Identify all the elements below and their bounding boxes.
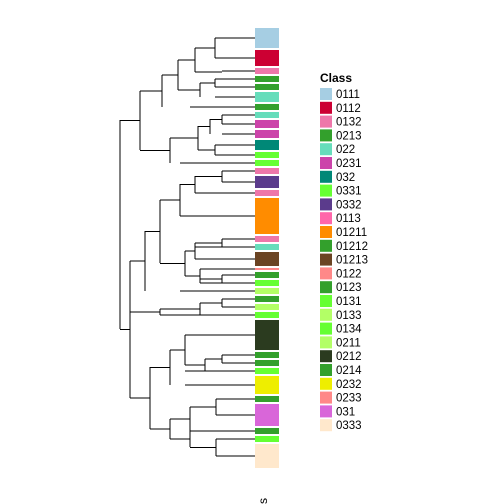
leaf-bar [255,112,279,118]
legend-label: 0211 [336,337,361,349]
leaf-bar [255,428,279,434]
legend-label: 032 [336,172,355,184]
legend-label: 0131 [336,296,362,308]
leaf-bar [255,396,279,402]
legend-swatch [320,212,332,224]
leaf-bar [255,190,279,196]
legend-label: 01211 [336,227,367,239]
leaf-bar [255,68,279,74]
leaf-bar [255,288,279,294]
legend-swatch [320,405,332,417]
legend-label: 0333 [336,420,362,432]
legend-label: 01213 [336,255,368,267]
dendrogram-chart: Class Class 0111 0112 01320213 022 0231 032 0331… [0,0,504,504]
leaf-bar [255,320,279,350]
legend-label: 01212 [336,241,368,253]
legend-label: 0133 [336,310,362,322]
legend-swatch [320,88,332,100]
legend-label: 0213 [336,130,362,142]
leaf-bar [255,376,279,394]
leaf-bar [255,176,279,188]
legend-swatch [320,157,332,169]
leaf-bar [255,130,279,138]
legend-swatch [320,419,332,431]
leaf-bar [255,84,279,90]
leaf-bar [255,368,279,374]
legend-label: 0112 [336,103,361,115]
legend-label: 0214 [336,365,362,377]
leaf-bar [255,444,279,468]
legend-swatch [320,392,332,404]
leaf-bar [255,280,279,286]
leaf-bar [255,104,279,110]
leaf-bar [255,244,279,250]
legend-label: 0134 [336,324,362,336]
legend-swatch [320,336,332,348]
legend-swatch [320,281,332,293]
legend-label: 0233 [336,393,362,405]
legend-label: 0331 [336,186,362,198]
x-axis-label: Class [256,498,270,504]
leaf-bar [255,92,279,102]
leaf-bar [255,50,279,66]
legend-label: 031 [336,406,355,418]
leaf-bar [255,360,279,366]
legend-label: 022 [336,144,355,156]
leaf-bar [255,312,279,318]
legend-swatch [320,198,332,210]
legend-label: 0122 [336,268,362,280]
leaf-bar [255,296,279,302]
leaf-bar [255,236,279,242]
leaf-bar [255,152,279,158]
leaf-bar [255,436,279,442]
legend-swatch [320,240,332,252]
leaf-bar [255,140,279,150]
legend-label: 0113 [336,213,361,225]
legend-swatch [320,364,332,376]
legend-label: 0231 [336,158,362,170]
leaf-bar [255,168,279,174]
legend-swatch [320,267,332,279]
legend-label: 0232 [336,379,362,391]
legend-swatch [320,102,332,114]
legend-swatch [320,116,332,128]
legend-swatch [320,254,332,266]
legend-label: 0123 [336,282,362,294]
legend-swatch [320,350,332,362]
legend-swatch [320,185,332,197]
leaf-bar [255,76,279,82]
legend-label: 0332 [336,199,362,211]
legend-title: Class [320,71,352,85]
legend-swatch [320,129,332,141]
legend-label: 0212 [336,351,362,363]
leaf-bar [255,120,279,128]
legend-swatch [320,378,332,390]
leaf-bar [255,198,279,234]
leaf-bar [255,272,279,278]
leaf-bar [255,160,279,166]
legend-swatch [320,309,332,321]
legend-label: 0111 [336,89,360,101]
legend-swatch [320,226,332,238]
leaf-bar [255,404,279,426]
legend-swatch [320,295,332,307]
leaf-bar [255,352,279,358]
leaf-bar [255,252,279,266]
leaf-bar [255,28,279,48]
legend-label: 0132 [336,117,362,129]
leaf-bar [255,304,279,310]
legend-swatch [320,143,332,155]
leaf-bar [255,268,279,270]
legend-swatch [320,323,332,335]
legend-swatch [320,171,332,183]
